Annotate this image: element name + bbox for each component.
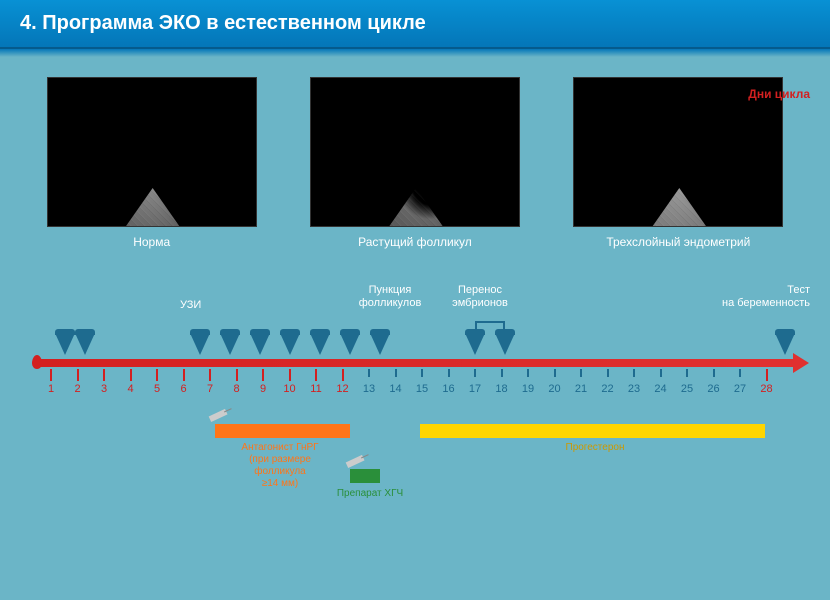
day-number: 2 xyxy=(68,383,88,395)
day-number: 4 xyxy=(121,383,141,395)
day-tick xyxy=(501,369,503,377)
day-number: 20 xyxy=(545,383,565,395)
markers-row xyxy=(30,329,800,359)
day-tick xyxy=(713,369,715,377)
day-tick xyxy=(607,369,609,377)
day-tick xyxy=(77,369,79,381)
day-number: 17 xyxy=(465,383,485,395)
day-tick xyxy=(633,369,635,377)
timeline-marker xyxy=(190,333,210,355)
day-number: 7 xyxy=(200,383,220,395)
day-tick xyxy=(289,369,291,381)
timeline-marker xyxy=(75,333,95,355)
timeline-labels: УЗИ Пункция фолликулов Перенос эмбрионов… xyxy=(30,279,800,329)
label-transfer: Перенос эмбрионов xyxy=(440,284,520,310)
day-tick xyxy=(209,369,211,381)
day-tick xyxy=(315,369,317,381)
medication-bars: Антагонист ГнРГ (при размере фолликула ≥… xyxy=(30,424,800,544)
timeline-marker xyxy=(340,333,360,355)
ultrasound-image-follicle xyxy=(310,77,520,227)
day-number: 27 xyxy=(730,383,750,395)
timeline-marker xyxy=(775,333,795,355)
days-row: 1234567891011121314151617181920212223242… xyxy=(30,369,800,399)
day-number: 16 xyxy=(439,383,459,395)
day-tick xyxy=(395,369,397,377)
day-number: 8 xyxy=(227,383,247,395)
day-number: 10 xyxy=(280,383,300,395)
slide-title: 4. Программа ЭКО в естественном цикле xyxy=(20,12,810,35)
image-label-endometrium: Трехслойный эндометрий xyxy=(573,235,783,249)
day-tick xyxy=(368,369,370,377)
image-label-follicle: Растущий фолликул xyxy=(310,235,520,249)
label-uzi: УЗИ xyxy=(180,299,201,312)
day-number: 15 xyxy=(412,383,432,395)
bar-progesterone xyxy=(420,424,765,438)
timeline-marker xyxy=(310,333,330,355)
image-label-norm: Норма xyxy=(47,235,257,249)
day-number: 21 xyxy=(571,383,591,395)
day-tick xyxy=(554,369,556,377)
timeline-marker xyxy=(465,333,485,355)
day-tick xyxy=(766,369,768,381)
day-tick xyxy=(421,369,423,377)
bar-label-hcg: Препарат ХГЧ xyxy=(330,488,410,500)
day-number: 26 xyxy=(704,383,724,395)
day-number: 25 xyxy=(677,383,697,395)
timeline-marker xyxy=(250,333,270,355)
day-number: 13 xyxy=(359,383,379,395)
bar-label-antagonist: Антагонист ГнРГ (при размере фолликула ≥… xyxy=(210,442,350,490)
day-tick xyxy=(130,369,132,381)
day-tick xyxy=(50,369,52,381)
day-number: 5 xyxy=(147,383,167,395)
slide-container: 4. Программа ЭКО в естественном цикле Но… xyxy=(0,0,830,600)
timeline-marker xyxy=(55,333,75,355)
day-number: 24 xyxy=(651,383,671,395)
day-number: 14 xyxy=(386,383,406,395)
day-number: 28 xyxy=(757,383,777,395)
day-tick xyxy=(183,369,185,381)
slide-content: Норма Растущий фолликул Трехслойный эндо… xyxy=(0,57,830,597)
day-number: 9 xyxy=(253,383,273,395)
label-punction: Пункция фолликулов xyxy=(350,284,430,310)
day-number: 11 xyxy=(306,383,326,395)
ultrasound-image-norm xyxy=(47,77,257,227)
timeline-marker xyxy=(495,333,515,355)
day-number: 18 xyxy=(492,383,512,395)
bar-antagonist xyxy=(215,424,350,438)
day-tick xyxy=(660,369,662,377)
syringe-icon-antagonist xyxy=(204,405,234,426)
day-tick xyxy=(686,369,688,377)
ultrasound-images-row xyxy=(30,77,800,227)
timeline-axis xyxy=(35,359,795,367)
day-tick xyxy=(739,369,741,377)
timeline-marker xyxy=(220,333,240,355)
timeline-marker xyxy=(280,333,300,355)
image-labels-row: Норма Растущий фолликул Трехслойный эндо… xyxy=(30,235,800,249)
header-gradient xyxy=(0,49,830,57)
day-number: 1 xyxy=(41,383,61,395)
day-number: 6 xyxy=(174,383,194,395)
day-tick xyxy=(156,369,158,381)
day-tick xyxy=(527,369,529,377)
blood-drop-icon xyxy=(32,355,42,369)
day-number: 23 xyxy=(624,383,644,395)
bar-hcg xyxy=(350,469,380,483)
day-tick xyxy=(236,369,238,381)
day-number: 12 xyxy=(333,383,353,395)
day-tick xyxy=(580,369,582,377)
label-test: Тест на беременность xyxy=(710,284,810,310)
slide-header: 4. Программа ЭКО в естественном цикле xyxy=(0,0,830,49)
day-tick xyxy=(103,369,105,381)
day-tick xyxy=(448,369,450,377)
day-tick xyxy=(342,369,344,381)
day-number: 19 xyxy=(518,383,538,395)
day-number: 3 xyxy=(94,383,114,395)
timeline-marker xyxy=(370,333,390,355)
day-number: 22 xyxy=(598,383,618,395)
days-axis-label: Дни цикла xyxy=(748,87,810,101)
bar-label-progesterone: Прогестерон xyxy=(550,442,640,454)
day-tick xyxy=(262,369,264,381)
day-tick xyxy=(474,369,476,377)
